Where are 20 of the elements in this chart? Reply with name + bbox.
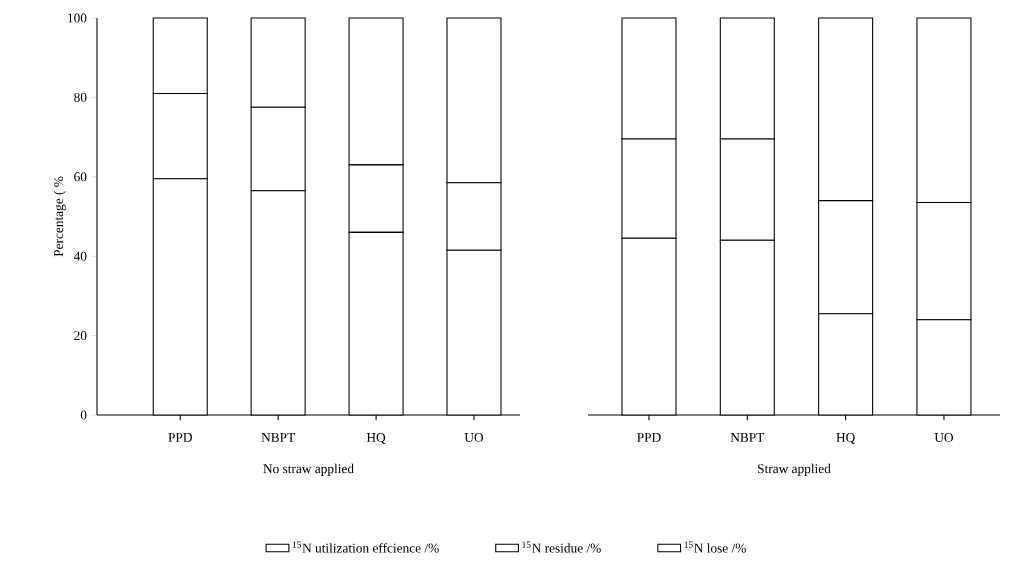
x-tick-label: HQ [836, 433, 856, 445]
y-tick-label: 80 [74, 92, 87, 102]
y-tick-label: 20 [74, 331, 87, 341]
legend-label: $^{15}$N lose /% [684, 541, 746, 553]
y-axis-title: Percentage ( % [53, 176, 66, 257]
y-tick-label: 40 [73, 251, 87, 261]
legend-label: $^{15}$N residue /% [522, 541, 601, 553]
x-tick-label: UO [934, 433, 954, 442]
y-tick-label: 60 [74, 172, 87, 182]
x-tick-label: HQ [366, 433, 386, 445]
y-tick-label: 100 [68, 13, 87, 23]
x-axis-title: Straw applied [758, 463, 831, 476]
x-tick-label: PPD [637, 433, 661, 442]
x-tick-label: PPD [168, 433, 192, 442]
x-tick-label: NBPT [261, 433, 295, 442]
x-tick-label: NBPT [730, 433, 765, 442]
legend-label: $^{15}$N utilization effcience /% [292, 541, 439, 553]
x-axis-title: No straw applied [263, 463, 354, 476]
x-tick-label: UO [464, 433, 484, 442]
y-tick-label: 0 [80, 410, 87, 420]
